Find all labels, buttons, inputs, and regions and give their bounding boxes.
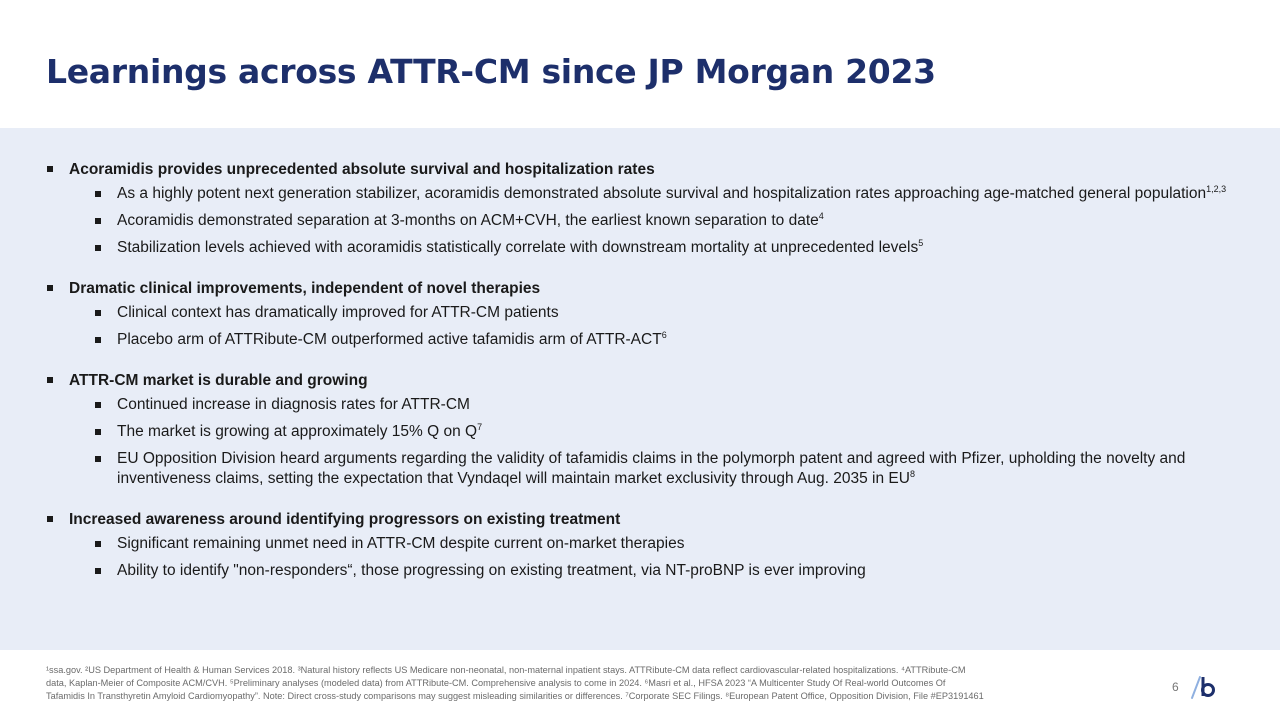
page-number: 6 xyxy=(1172,680,1179,694)
footnote-line: Tafamidis In Transthyretin Amyloid Cardi… xyxy=(46,691,984,701)
sub-bullet: Clinical context has dramatically improv… xyxy=(46,303,1236,323)
sub-bullet: The market is growing at approximately 1… xyxy=(46,422,1236,442)
bullet-square-icon xyxy=(95,402,101,408)
section-heading: Dramatic clinical improvements, independ… xyxy=(46,277,1236,300)
section-clinical: Dramatic clinical improvements, independ… xyxy=(46,277,1236,350)
bullet-square-icon xyxy=(95,568,101,574)
footnote-line: data, Kaplan-Meier of Composite ACM/CVH.… xyxy=(46,678,946,688)
company-logo-icon xyxy=(1191,676,1215,699)
bullet-square-icon xyxy=(95,245,101,251)
bullet-content: Acoramidis provides unprecedented absolu… xyxy=(46,158,1236,600)
footnote-line: ¹ssa.gov. ²US Department of Health & Hum… xyxy=(46,665,966,675)
sub-bullet: Placebo arm of ATTRibute-CM outperformed… xyxy=(46,330,1236,350)
sub-bullet: Significant remaining unmet need in ATTR… xyxy=(46,534,1236,554)
footnotes: ¹ssa.gov. ²US Department of Health & Hum… xyxy=(46,664,1168,703)
sub-bullet: Ability to identify "non-responders“, th… xyxy=(46,561,1236,581)
sub-bullet: Continued increase in diagnosis rates fo… xyxy=(46,395,1236,415)
section-heading: Increased awareness around identifying p… xyxy=(46,508,1236,531)
section-survival: Acoramidis provides unprecedented absolu… xyxy=(46,158,1236,258)
bullet-square-icon xyxy=(95,456,101,462)
section-heading: ATTR-CM market is durable and growing xyxy=(46,369,1236,392)
section-heading: Acoramidis provides unprecedented absolu… xyxy=(46,158,1236,181)
section-awareness: Increased awareness around identifying p… xyxy=(46,508,1236,581)
sub-bullet: Acoramidis demonstrated separation at 3-… xyxy=(46,211,1236,231)
bullet-square-icon xyxy=(47,516,53,522)
bullet-square-icon xyxy=(95,541,101,547)
slide-title: Learnings across ATTR-CM since JP Morgan… xyxy=(46,52,936,91)
sub-bullet: EU Opposition Division heard arguments r… xyxy=(46,449,1236,489)
sub-bullet: As a highly potent next generation stabi… xyxy=(46,184,1236,204)
sub-bullet: Stabilization levels achieved with acora… xyxy=(46,238,1236,258)
bullet-square-icon xyxy=(95,310,101,316)
bullet-square-icon xyxy=(95,337,101,343)
bullet-square-icon xyxy=(95,429,101,435)
bullet-square-icon xyxy=(47,285,53,291)
section-market: ATTR-CM market is durable and growing Co… xyxy=(46,369,1236,489)
content-panel xyxy=(0,128,1280,650)
bullet-square-icon xyxy=(47,166,53,172)
bullet-square-icon xyxy=(95,218,101,224)
bullet-square-icon xyxy=(47,377,53,383)
bullet-square-icon xyxy=(95,191,101,197)
